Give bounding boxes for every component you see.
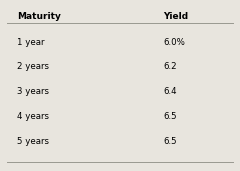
Text: 2 years: 2 years (17, 62, 49, 71)
Text: 5 years: 5 years (17, 137, 49, 146)
Text: 6.5: 6.5 (163, 112, 177, 121)
Text: 6.2: 6.2 (163, 62, 177, 71)
Text: 3 years: 3 years (17, 87, 49, 96)
Text: 1 year: 1 year (17, 38, 44, 47)
Text: Maturity: Maturity (17, 12, 61, 21)
Text: 6.0%: 6.0% (163, 38, 185, 47)
Text: Yield: Yield (163, 12, 188, 21)
Text: 6.5: 6.5 (163, 137, 177, 146)
Text: 4 years: 4 years (17, 112, 49, 121)
Text: 6.4: 6.4 (163, 87, 177, 96)
